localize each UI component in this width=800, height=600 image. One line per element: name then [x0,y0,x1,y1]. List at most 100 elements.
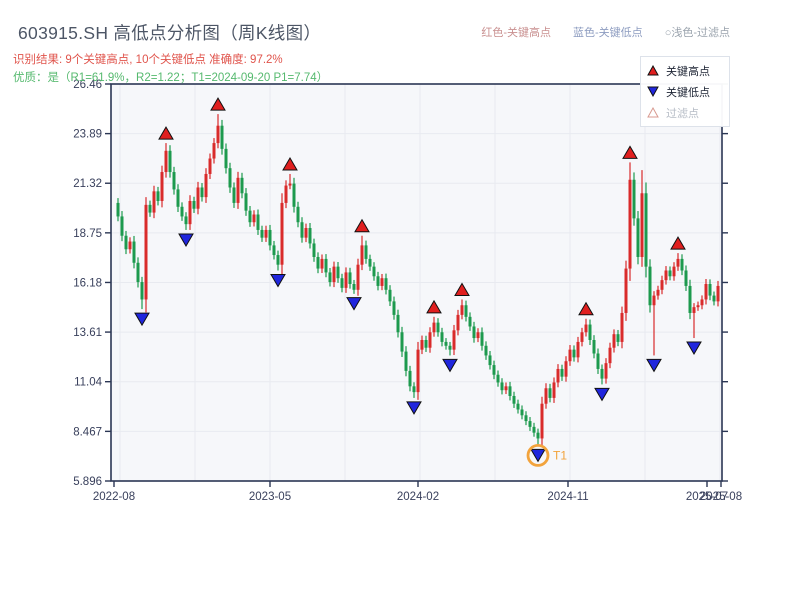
candle-body [120,216,124,236]
candle-body [476,332,480,339]
y-tick-label: 8.467 [73,426,102,438]
candle-body [384,278,388,290]
candle-body [336,266,340,279]
candle-body [624,268,628,313]
candle-body [488,355,492,366]
candle-body [644,193,648,267]
candle-body [540,403,544,439]
candle-body [652,295,656,306]
legend-item-key-low: 关键低点 [647,81,723,102]
candle-body [536,432,540,439]
candle-body [192,200,196,209]
candle-body [340,278,344,288]
candle-body [152,191,156,213]
candle-body [364,245,368,259]
candle-body [248,210,252,223]
candle-body [308,228,312,244]
candle-body [608,347,612,364]
candle-body [292,183,296,207]
candle-body [480,332,484,346]
key-high-marker [578,301,594,316]
x-tick-label: 2023-05 [249,491,291,503]
candle-body [148,204,152,213]
candle-body [568,349,572,362]
candle-body [524,415,528,422]
quality-result-text: 优质：是（R1=61.9%，R2=1.22；T1=2024-09-20 P1=7… [13,72,329,84]
candle-body [396,314,400,333]
candle-body [440,332,444,342]
key-high-marker [622,145,638,159]
candle-body [324,258,328,273]
candle-body [228,168,232,188]
triangle-outline-icon [647,107,659,118]
x-tick-label: 2024-02 [397,491,439,503]
kline-chart: T1 26.46 23.89 21.32 18.75 16.18 13.61 11.04 8.4… [73,79,742,503]
candle-body [560,368,564,377]
candle-body [716,285,720,302]
key-low-caption: 蓝色-关键低点 [573,27,643,39]
key-low-marker [406,401,422,415]
candle-body [620,312,624,342]
candle-body [592,339,596,354]
candle-body [576,341,580,358]
candle-body [360,245,364,265]
t1-label: T1 [553,448,567,462]
candle-body [140,282,144,300]
candle-body [116,202,120,217]
candle-body [640,193,644,257]
candle-body [512,395,516,404]
candle-body [212,143,216,159]
candle-body [464,305,468,317]
key-high-marker [210,97,226,111]
candle-body [484,345,488,356]
candle-body [272,245,276,256]
key-low-marker [178,233,194,247]
x-tick-label: 2024-11 [547,491,588,503]
candle-body [604,363,608,379]
key-high-marker [282,156,298,171]
candle-body [188,200,192,225]
candle-body [688,285,692,313]
candle-body [596,353,600,369]
y-tick-label: 23.89 [73,129,102,141]
candle-body [668,270,672,277]
candle-body [144,204,148,300]
candle-body [260,229,264,238]
x-tick-label: 2025-07 [686,491,728,503]
legend-item-label: 过滤点 [666,107,699,120]
candle-body [684,270,688,286]
candle-body [216,125,220,144]
candle-body [300,222,304,238]
candle-body [520,409,524,416]
x-tick-label: 2025-08 [700,491,742,503]
candle-body [472,326,476,339]
candle-body [200,187,204,198]
candle-body [564,361,568,377]
candle-body [412,386,416,393]
key-high-marker [426,299,442,314]
key-low-marker [646,358,662,373]
candle-body [424,339,428,348]
candle-body [580,332,584,342]
candle-body [588,324,592,340]
candle-body [284,185,288,203]
candle-body [316,256,320,269]
candle-body [496,374,500,383]
candle-body [404,351,408,371]
key-low-marker [530,448,546,463]
key-high-marker [158,126,174,140]
candle-body [452,330,456,350]
candle-body [244,193,248,211]
candle-body [288,183,292,186]
candle-body [352,284,356,290]
candle-body [164,150,168,173]
triangle-up-icon [647,65,659,76]
key-low-marker [134,312,150,327]
y-tick-label: 18.75 [73,228,102,240]
key-low-marker [346,297,362,311]
candle-body [584,324,588,333]
key-low-marker [594,387,610,402]
legend-item-label: 关键高点 [666,65,710,78]
candle-body [176,189,180,207]
candle-body [672,266,676,277]
